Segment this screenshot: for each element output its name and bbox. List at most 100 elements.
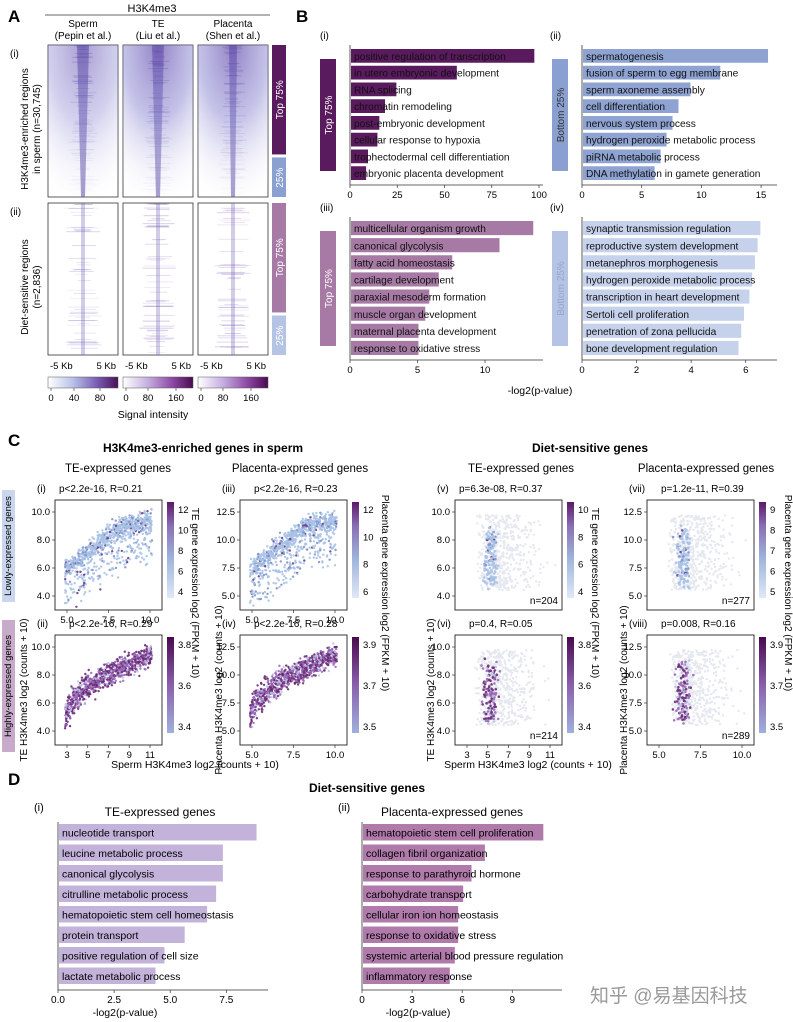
- data-point: [487, 526, 491, 530]
- data-point: [266, 592, 269, 596]
- heatmap-streak: [220, 272, 245, 274]
- data-point: [137, 518, 140, 521]
- data-point: [89, 553, 92, 556]
- data-point: [274, 560, 277, 564]
- data-point: [333, 564, 337, 567]
- column-citation: (Pepin et al.): [55, 31, 112, 42]
- data-point: [274, 582, 278, 585]
- data-point: [306, 548, 309, 551]
- data-point: [308, 534, 312, 537]
- column-title: Sperm: [68, 19, 97, 30]
- data-point: [133, 525, 136, 528]
- data-point: [69, 587, 72, 590]
- data-point: [131, 517, 134, 520]
- background-point: [524, 526, 527, 529]
- data-point: [137, 543, 140, 546]
- data-point: [283, 563, 287, 567]
- data-point: [94, 545, 97, 548]
- data-point: [686, 561, 689, 565]
- data-point: [138, 674, 141, 678]
- data-point: [106, 523, 109, 526]
- background-point: [498, 583, 501, 586]
- data-point: [81, 559, 84, 562]
- background-point: [701, 537, 704, 540]
- data-point: [274, 542, 278, 545]
- background-point: [710, 567, 713, 570]
- background-point: [697, 584, 700, 587]
- data-point: [71, 591, 75, 594]
- data-point: [90, 576, 94, 579]
- data-point: [317, 674, 320, 677]
- data-point: [257, 552, 260, 556]
- background-point: [694, 588, 697, 591]
- background-point: [502, 553, 505, 556]
- data-point: [127, 651, 130, 654]
- bar-label: multicellular organism growth: [354, 224, 486, 235]
- y-tick-label: 8.0: [37, 535, 50, 546]
- data-point: [322, 666, 325, 670]
- data-point: [272, 544, 275, 547]
- data-point: [140, 556, 144, 559]
- data-point: [108, 530, 112, 534]
- data-point: [124, 566, 127, 569]
- data-point: [120, 549, 124, 553]
- background-point: [671, 543, 674, 546]
- data-point: [122, 516, 125, 520]
- heatmap-streak: [145, 335, 169, 337]
- heatmap-streak: [216, 341, 249, 343]
- data-point: [105, 573, 108, 576]
- column-title: TE: [152, 19, 165, 30]
- data-point: [325, 555, 329, 558]
- background-point: [702, 525, 705, 529]
- background-point: [489, 528, 492, 532]
- background-point: [505, 515, 508, 518]
- colorbar: [567, 502, 574, 598]
- data-point: [334, 521, 337, 524]
- data-point: [138, 660, 141, 664]
- colorbar-tick-label: 9: [770, 505, 775, 516]
- data-point: [87, 692, 90, 696]
- bar-label: nervous system process: [586, 119, 696, 130]
- data-point: [81, 551, 85, 554]
- data-point: [492, 530, 495, 534]
- background-point: [503, 535, 507, 539]
- data-point: [75, 694, 79, 697]
- side-label-high: Highly-expressed genes: [3, 635, 14, 737]
- data-point: [311, 526, 314, 529]
- background-point: [517, 536, 520, 540]
- background-point: [516, 546, 519, 549]
- data-point: [491, 563, 495, 566]
- data-point: [258, 568, 262, 572]
- heatmap-streak: [228, 288, 241, 290]
- data-point: [149, 527, 153, 531]
- background-point: [673, 530, 677, 533]
- data-point: [293, 538, 296, 541]
- bar: [351, 65, 457, 80]
- data-point: [489, 579, 492, 583]
- heatmap-streak: [68, 320, 98, 322]
- data-point: [132, 657, 136, 660]
- data-point: [266, 587, 270, 590]
- data-point: [133, 670, 137, 673]
- background-point: [729, 583, 733, 586]
- bar-label: canonical glycolysis: [354, 241, 443, 252]
- bar: [583, 166, 655, 180]
- heatmap-streak: [218, 305, 250, 306]
- background-point: [534, 550, 537, 553]
- data-point: [116, 554, 119, 558]
- background-point: [667, 565, 670, 568]
- data-point: [145, 554, 148, 558]
- data-point: [321, 566, 325, 569]
- data-point: [129, 528, 133, 531]
- data-point: [100, 672, 103, 675]
- data-point: [255, 557, 259, 560]
- heatmap-streak: [72, 269, 92, 271]
- data-point: [112, 677, 115, 681]
- data-point: [76, 570, 79, 573]
- data-point: [256, 597, 259, 600]
- data-point: [115, 669, 118, 672]
- background-point: [522, 529, 525, 532]
- data-point: [678, 535, 682, 538]
- background-point: [523, 532, 526, 536]
- x-tick-label: 10: [480, 365, 491, 376]
